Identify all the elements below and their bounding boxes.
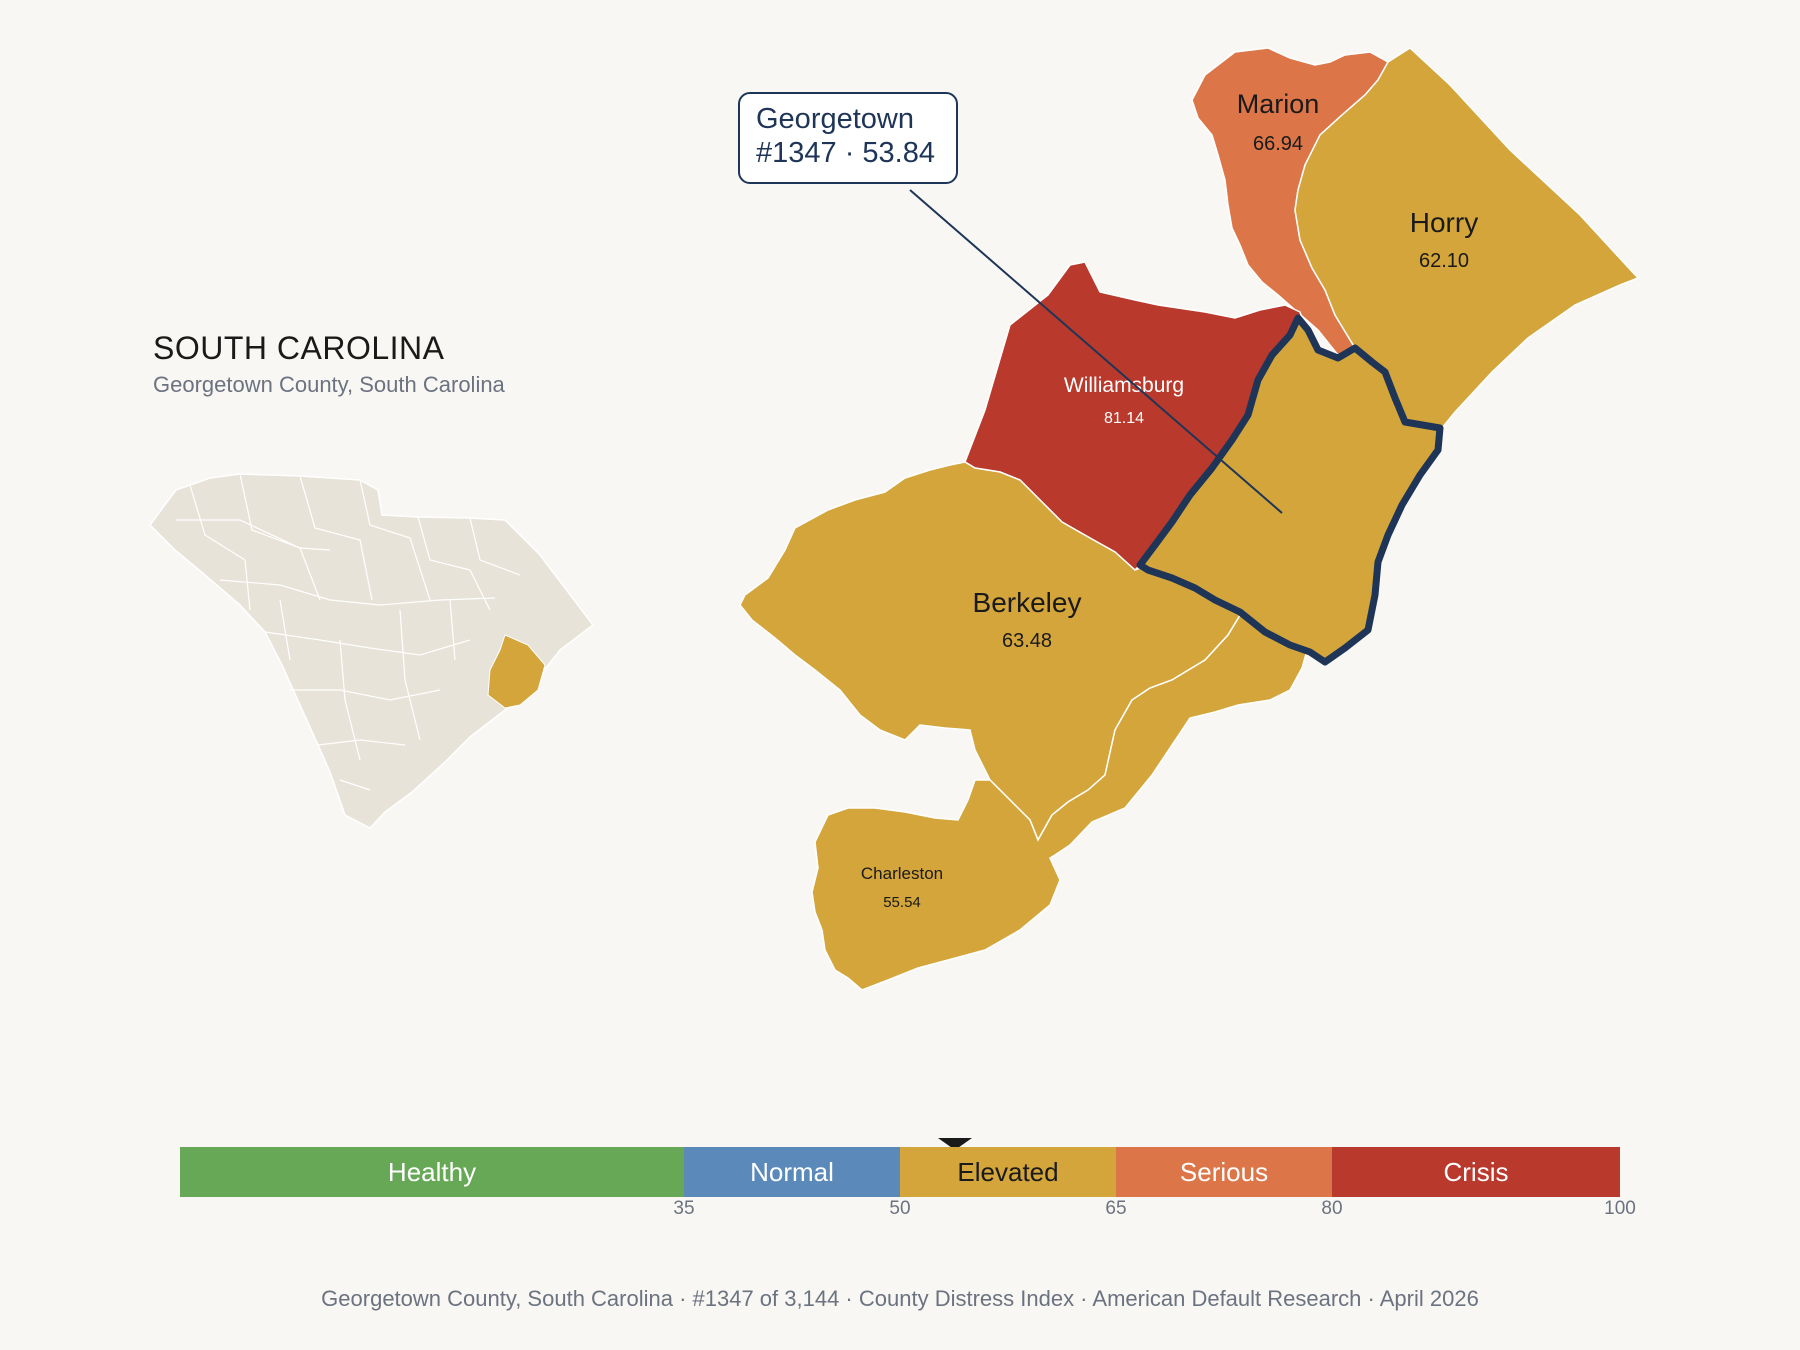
- callout-county-name: Georgetown: [756, 103, 914, 135]
- county-charleston[interactable]: [811, 607, 1316, 991]
- footer-caption: Georgetown County, South Carolina · #134…: [321, 1286, 1479, 1311]
- county-georgetown-highlight[interactable]: [1136, 314, 1444, 666]
- state-subtitle: Georgetown County, South Carolina: [153, 372, 505, 397]
- county-callout: Georgetown #1347 · 53.84: [738, 92, 958, 184]
- scale-segment-elevated: Elevated: [900, 1147, 1116, 1197]
- scale-segment-serious: Serious: [1116, 1147, 1332, 1197]
- state-locator-map: [149, 473, 595, 829]
- county-label-berkeley: Berkeley: [973, 587, 1082, 618]
- county-score-marion: 66.94: [1253, 133, 1303, 155]
- county-score-horry: 62.10: [1419, 250, 1469, 272]
- state-county-borders: [176, 473, 521, 791]
- distress-scale: Healthy Normal Elevated Serious Crisis: [180, 1147, 1620, 1197]
- scale-tick: 80: [1321, 1198, 1343, 1219]
- main-map: [739, 47, 1640, 991]
- county-label-horry: Horry: [1410, 207, 1478, 238]
- callout-leader-line: [909, 189, 1283, 514]
- scale-tick: 100: [1604, 1198, 1636, 1219]
- county-labels: Marion 66.94 Horry 62.10 Williamsburg 81…: [861, 89, 1478, 911]
- scale-tick: 50: [889, 1198, 911, 1219]
- callout-rank-score: #1347 · 53.84: [756, 137, 935, 169]
- county-score-williamsburg: 81.14: [1104, 410, 1144, 427]
- county-label-charleston: Charleston: [861, 864, 943, 883]
- scale-segment-healthy: Healthy: [180, 1147, 684, 1197]
- scale-segment-crisis: Crisis: [1332, 1147, 1620, 1197]
- county-score-charleston: 55.54: [883, 894, 921, 911]
- locator-highlight-georgetown: [487, 634, 546, 709]
- scale-tick: 35: [673, 1198, 695, 1219]
- county-label-williamsburg: Williamsburg: [1064, 374, 1184, 397]
- scale-segment-normal: Normal: [684, 1147, 900, 1197]
- county-score-berkeley: 63.48: [1002, 630, 1052, 652]
- scale-tick: 65: [1105, 1198, 1127, 1219]
- county-label-marion: Marion: [1237, 89, 1320, 119]
- state-title: SOUTH CAROLINA: [153, 330, 445, 366]
